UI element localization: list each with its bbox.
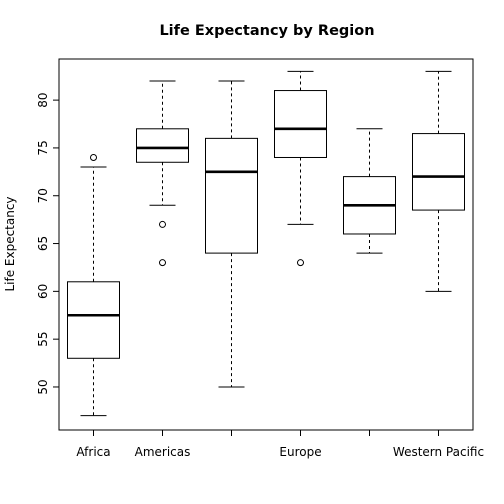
iqr-box [205, 137, 258, 254]
y-tick-label-70: 70 [36, 188, 50, 203]
plot-frame [58, 58, 474, 431]
y-tick-label-75: 75 [36, 140, 50, 155]
x-tick-label-5: Western Pacific [393, 445, 484, 459]
iqr-box [274, 90, 327, 158]
outlier-point [159, 220, 166, 228]
y-tick-label-50: 50 [36, 379, 50, 394]
box-5 [412, 70, 465, 292]
chart-title: Life Expectancy by Region [159, 23, 374, 39]
x-tick-label-3: Europe [279, 445, 321, 459]
y-tick-label-80: 80 [36, 92, 50, 107]
box-3 [274, 70, 327, 267]
x-tick-label-1: Americas [135, 445, 191, 459]
iqr-box [67, 281, 120, 359]
box-1 [136, 80, 189, 267]
iqr-box [412, 133, 465, 211]
box-0 [67, 153, 120, 417]
x-axis: Africa Americas Europe Western Pacific [76, 430, 484, 459]
iqr-box [136, 128, 189, 163]
y-tick-label-60: 60 [36, 284, 50, 299]
boxes-group [67, 70, 465, 417]
outlier-point [90, 153, 97, 161]
outlier-point [297, 259, 304, 267]
y-tick-label-55: 55 [36, 332, 50, 347]
box-2 [205, 80, 258, 388]
y-axis-label: Life Expectancy [3, 196, 17, 291]
x-tick-label-0: Africa [76, 445, 110, 459]
outlier-point [159, 259, 166, 267]
box-4 [343, 128, 396, 254]
y-axis: 50 55 60 65 70 75 80 [36, 92, 59, 395]
y-tick-label-65: 65 [36, 236, 50, 251]
